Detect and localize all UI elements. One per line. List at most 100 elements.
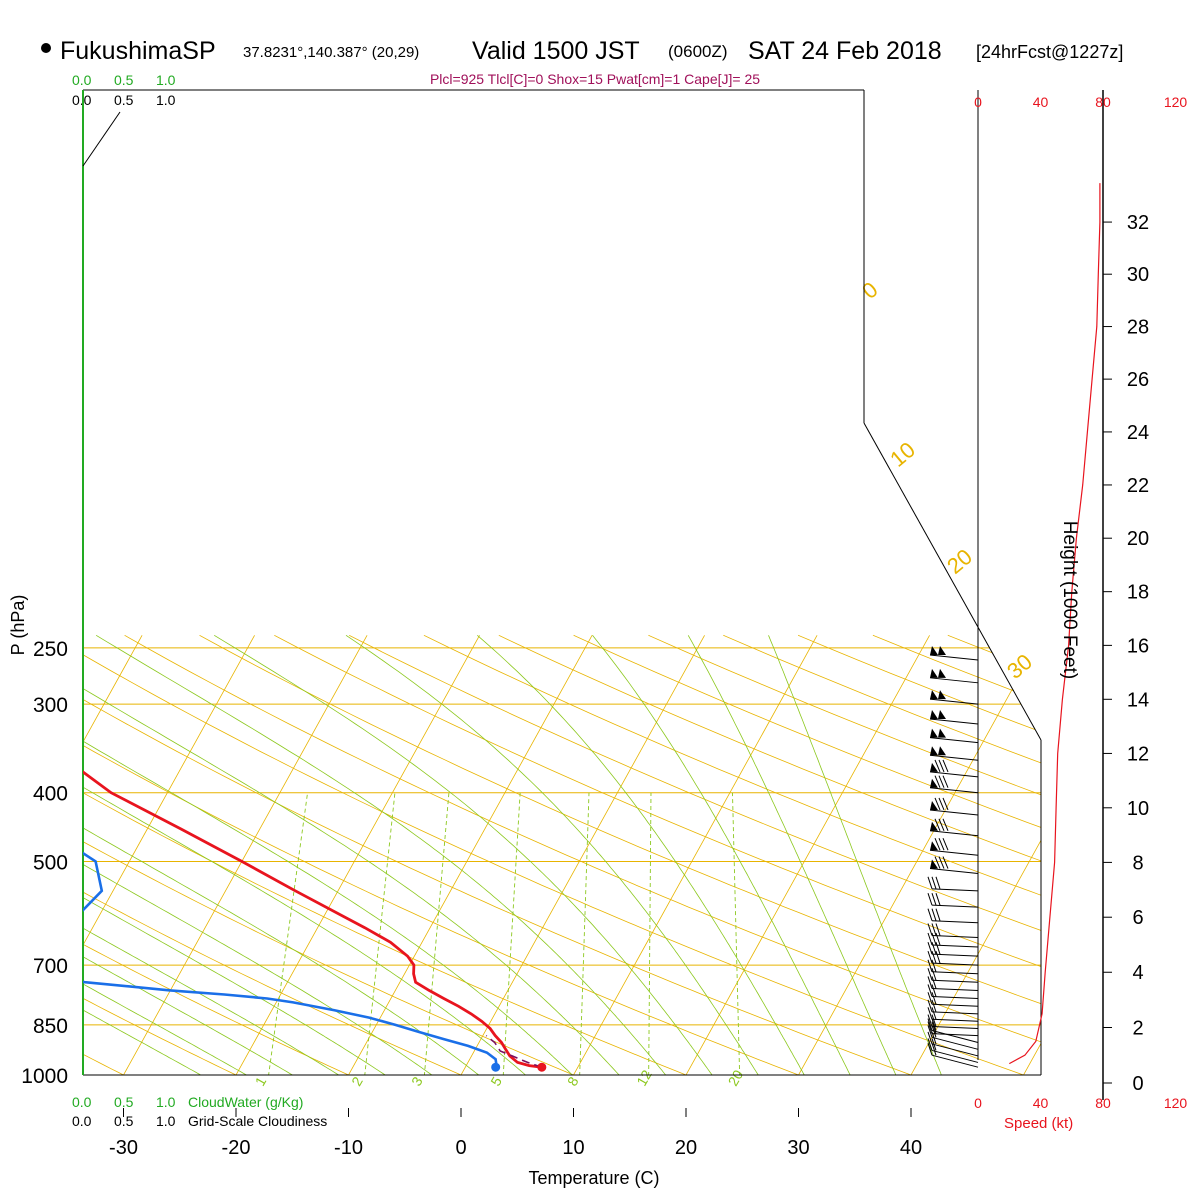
- pressure-tick-label: 250: [33, 638, 68, 661]
- wind-barb-pennant: [930, 800, 938, 810]
- wind-barb-feather: [935, 932, 941, 946]
- wind-barb-staff: [929, 787, 979, 794]
- wind-barb-staff: [931, 904, 979, 908]
- top-black-tick: 0.5: [114, 92, 134, 108]
- top-green-tick: 0.5: [114, 72, 134, 88]
- speed-axis-label: Speed (kt): [1004, 1115, 1073, 1132]
- wind-barb: [927, 1043, 979, 1068]
- pressure-tick-label: 400: [33, 783, 68, 806]
- wind-barb-staff: [931, 1003, 979, 1007]
- temperature-tick-label: 30: [787, 1137, 809, 1159]
- wind-barb-staff: [929, 677, 979, 684]
- dry-adiabat-line: [124, 634, 1041, 1075]
- mixing-ratio-label: 8: [564, 1074, 582, 1089]
- bottom-green-tick: 1.0: [156, 1094, 176, 1110]
- wind-barb-feather: [931, 908, 937, 921]
- wind-barb-feather: [927, 876, 933, 889]
- height-tick-label: 6: [1132, 907, 1143, 929]
- mixing-ratio-label: 1: [252, 1074, 270, 1089]
- wind-barb-feather: [927, 1043, 933, 1056]
- height-tick-label: 14: [1127, 689, 1149, 711]
- moist-adiabat-line: [477, 634, 814, 1075]
- height-speed-panel: 0246810121416182022242628303200404080801…: [974, 90, 1187, 1111]
- bottom-cloud-scale: 0.0 0.5 1.0 CloudWater (g/Kg) 0.0 0.5 1.…: [72, 1094, 327, 1129]
- wind-barb-staff: [931, 1018, 979, 1022]
- valid-date: SAT 24 Feb 2018: [748, 37, 942, 65]
- wind-barb-staff: [929, 698, 979, 705]
- temperature-tick-label: 20: [675, 1137, 697, 1159]
- wind-barb-feather: [938, 838, 945, 851]
- dry-adiabat-line: [83, 634, 154, 1075]
- moist-adiabat-line: [83, 634, 498, 1075]
- wind-barb-feather: [931, 1007, 937, 1020]
- wind-barb-feather: [927, 1021, 933, 1034]
- dry-adiabat-line: [83, 634, 1041, 1075]
- dry-adiabat-line: [573, 634, 1041, 1075]
- wind-barb-staff: [931, 1030, 979, 1044]
- wind-barb-feather: [934, 775, 941, 788]
- moist-adiabat-line: [83, 634, 273, 1075]
- moist-adiabat-line: [83, 634, 588, 1075]
- isotherm-line: [114, 635, 368, 1075]
- wind-barb-feather: [927, 1007, 933, 1020]
- temperature-tick-label: -20: [222, 1137, 251, 1159]
- wind-barb-feather: [931, 1043, 937, 1056]
- isotherm-line: [83, 635, 255, 1075]
- dry-adiabat-line: [83, 634, 496, 1075]
- height-tick-label: 10: [1127, 798, 1149, 820]
- wind-barb: [927, 908, 979, 924]
- wind-barb-feather: [927, 1018, 933, 1031]
- wind-barb-pennant: [938, 728, 946, 738]
- height-tick-label: 20: [1127, 528, 1149, 550]
- isotherm-line: [227, 635, 480, 1075]
- wind-barb-feather: [927, 1014, 933, 1027]
- wind-barb-feather: [935, 876, 941, 889]
- thermo-grid: [83, 634, 1041, 1075]
- dry-adiabat-line: [199, 634, 1041, 1075]
- temperature-tick-label: -10: [334, 1137, 363, 1159]
- mixing-ratio-label: 20: [725, 1067, 747, 1089]
- speed-tick-label-top: 0: [974, 94, 982, 110]
- wind-barb: [929, 856, 979, 875]
- wind-barb-feather: [942, 797, 949, 811]
- wind-barb: [927, 923, 979, 939]
- forecast-info: [24hrFcst@1227z]: [976, 42, 1123, 62]
- wind-barb-staff: [929, 737, 979, 744]
- speed-tick-label-top: 40: [1033, 94, 1049, 110]
- pressure-tick-label: 700: [33, 955, 68, 978]
- wind-barb: [929, 668, 979, 684]
- mixing-ratio-line: [422, 792, 450, 1075]
- wind-barb-feather: [931, 942, 937, 955]
- wind-barb-feather: [931, 876, 937, 889]
- wind-speed-profile-line: [1009, 183, 1101, 1065]
- moist-adiabat-line: [83, 634, 543, 1075]
- dry-adiabat-line: [83, 634, 382, 1075]
- moist-adiabat-line: [83, 634, 453, 1075]
- wind-barb-staff: [931, 935, 979, 939]
- dry-adiabat-label: 30: [1002, 649, 1037, 684]
- wind-barb-feather: [927, 1038, 933, 1051]
- bottom-black-tick: 1.0: [156, 1113, 176, 1129]
- wind-barb-staff: [931, 944, 979, 948]
- wind-barb-feather: [927, 908, 933, 921]
- height-tick-label: 30: [1127, 264, 1149, 286]
- wind-barb-feather: [927, 984, 933, 997]
- surface-temperature-point: [537, 1062, 547, 1072]
- height-tick-label: 18: [1127, 582, 1149, 604]
- wind-barb-feather: [931, 984, 937, 997]
- temperature-tick-label: 0: [455, 1137, 466, 1159]
- wind-barb-feather: [927, 1025, 933, 1038]
- wind-barb-staff: [931, 1049, 979, 1063]
- wind-barb-feather: [931, 959, 937, 972]
- height-tick-label: 12: [1127, 743, 1149, 765]
- wind-barb-feather: [931, 976, 937, 989]
- wind-barb-staff: [931, 971, 979, 975]
- isotherm-line: [83, 635, 143, 1075]
- speed-tick-label-bottom: 80: [1095, 1095, 1111, 1111]
- height-tick-label: 26: [1127, 369, 1149, 391]
- wind-barb-staff: [931, 953, 979, 957]
- wind-barb-staff: [931, 888, 979, 892]
- mixing-ratio-line: [648, 792, 652, 1075]
- wind-barb-pennant: [930, 821, 938, 831]
